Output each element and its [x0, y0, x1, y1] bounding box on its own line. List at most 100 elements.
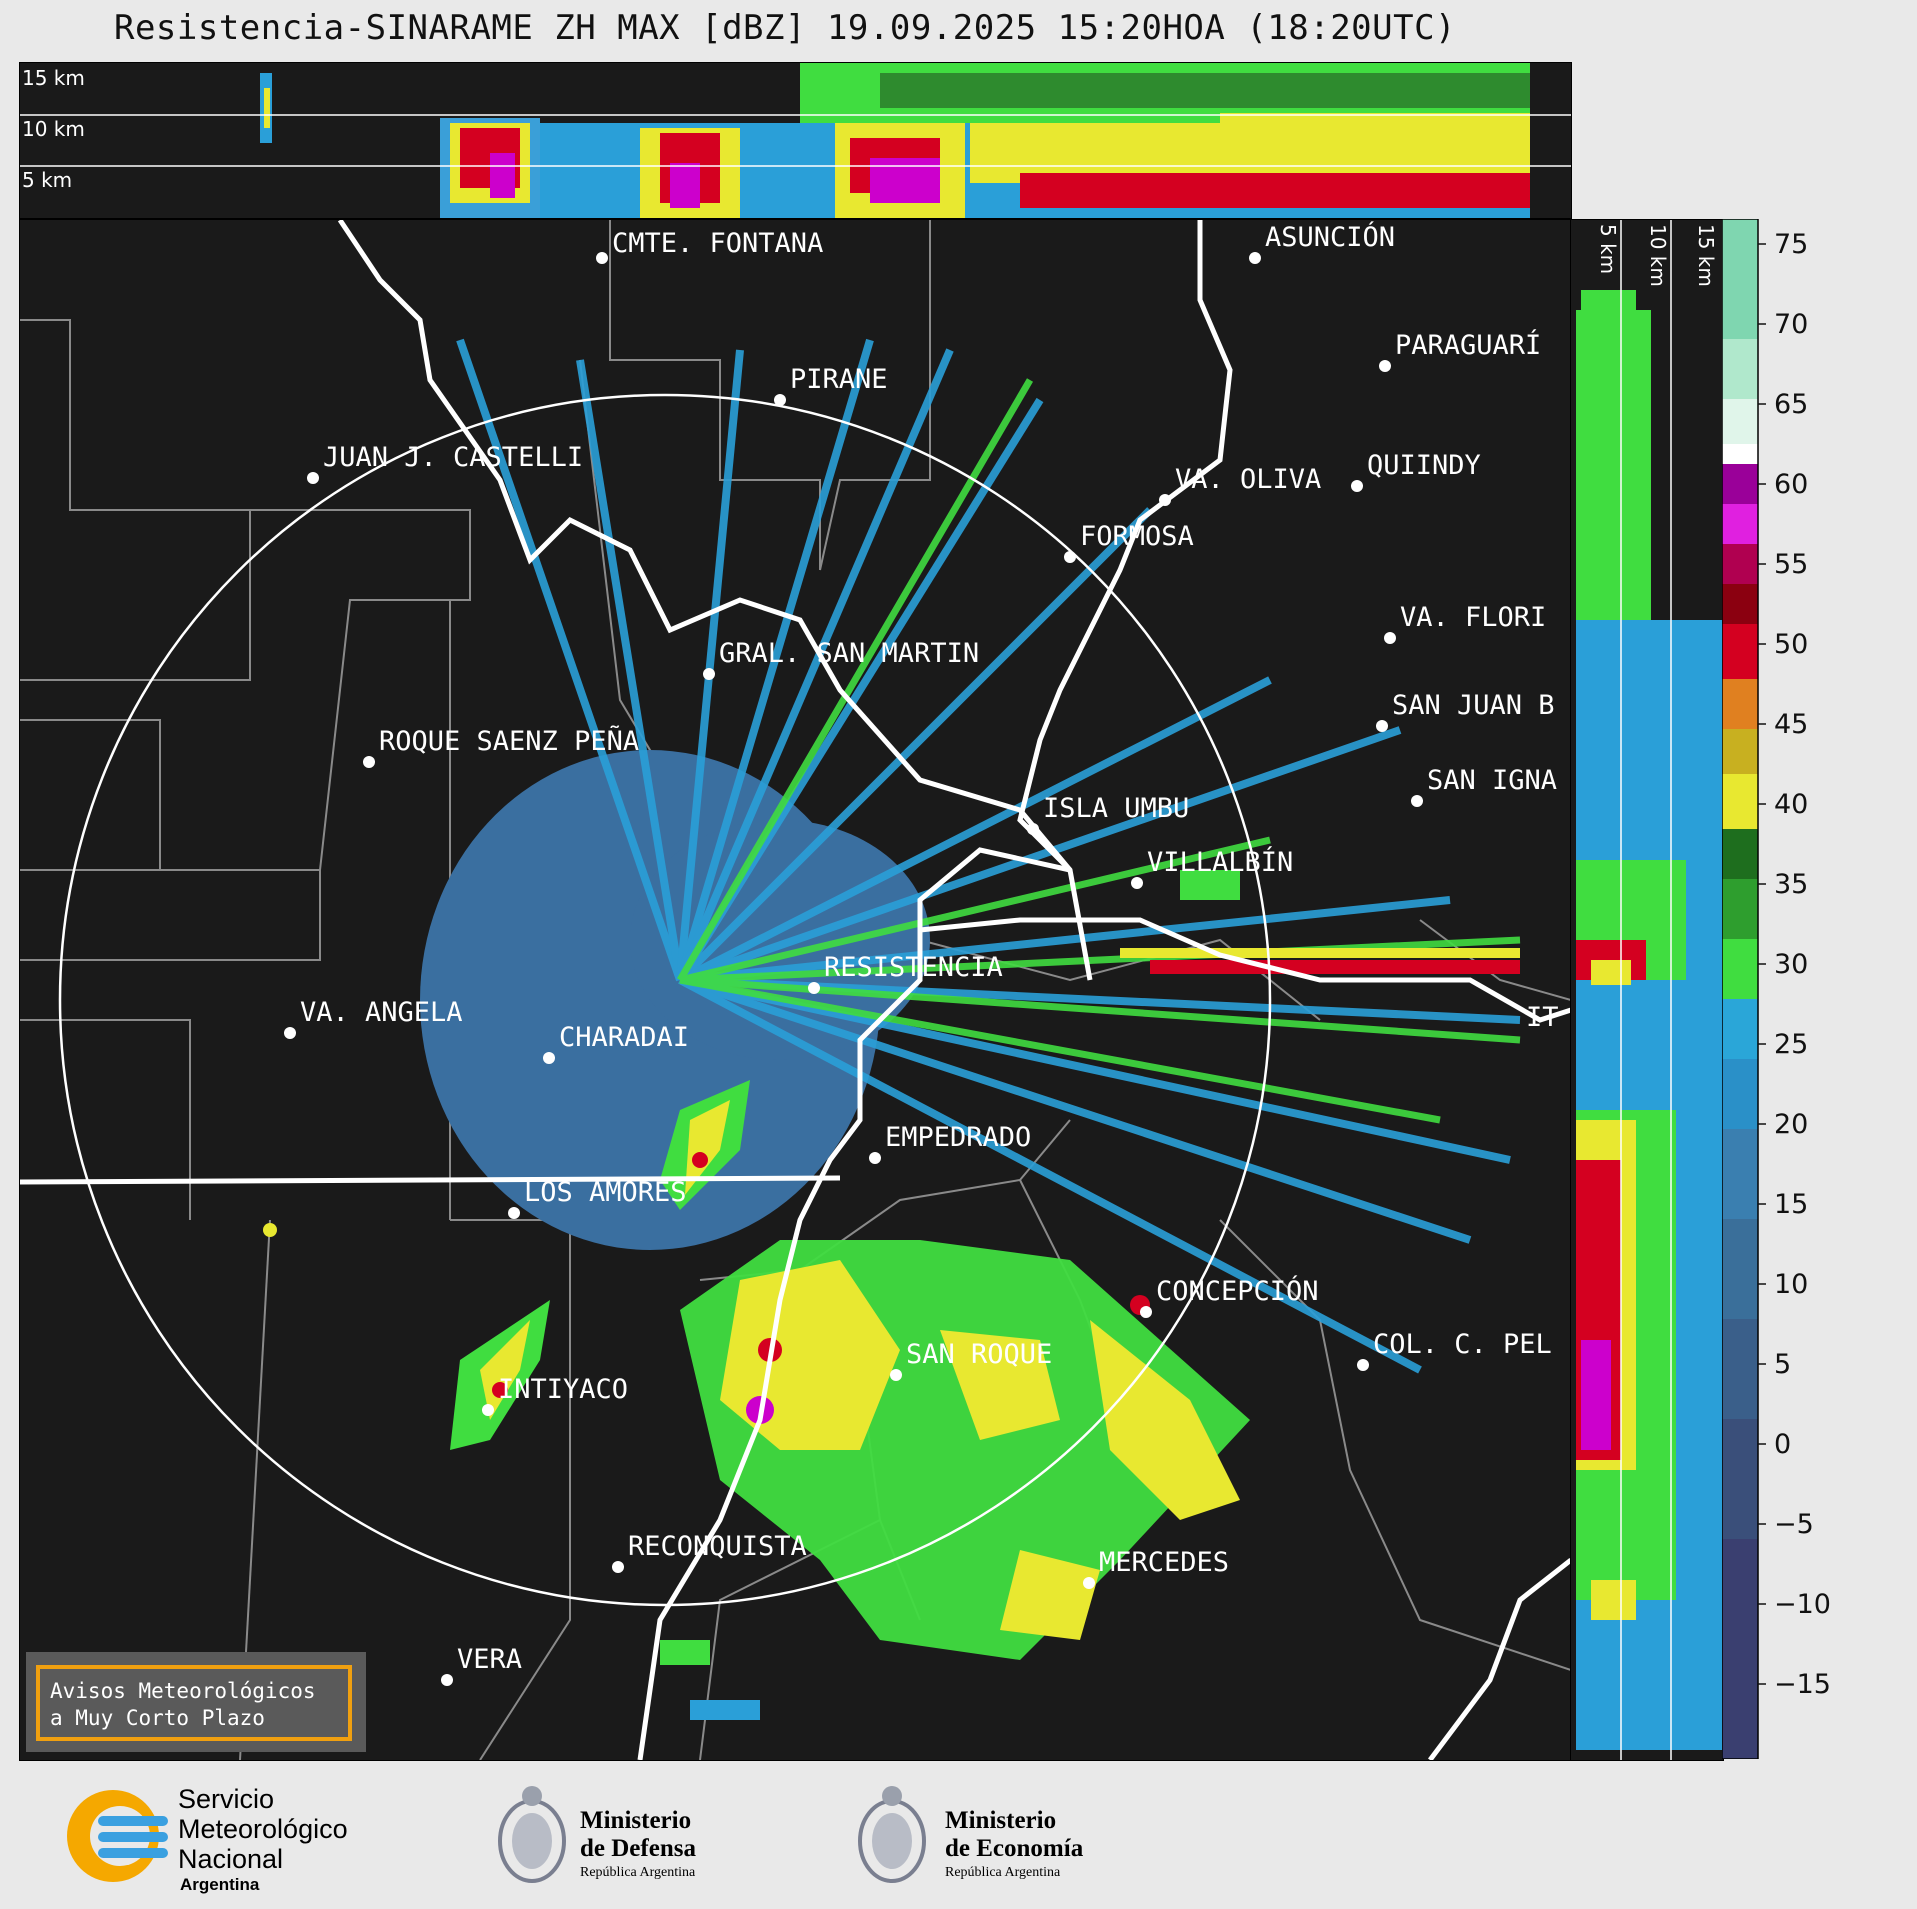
svg-text:VA. OLIVA: VA. OLIVA — [1175, 464, 1321, 495]
city-resistencia: RESISTENCIA — [808, 952, 1003, 994]
svg-text:CMTE. FONTANA: CMTE. FONTANA — [612, 228, 823, 259]
city-reconquista: RECONQUISTA — [612, 1531, 807, 1573]
city-asuncion: ASUNCIÓN — [1249, 221, 1395, 264]
city-intiyaco: INTIYACO — [482, 1374, 628, 1416]
notice-box: Avisos Meteorológicos a Muy Corto Plazo — [26, 1652, 366, 1752]
side-height-label-5: 5 km — [1596, 224, 1620, 274]
svg-text:CHARADAI: CHARADAI — [559, 1022, 689, 1053]
svg-text:30: 30 — [1774, 949, 1808, 980]
cross-section-echoes — [260, 63, 1530, 218]
svg-text:ASUNCIÓN: ASUNCIÓN — [1265, 221, 1395, 253]
city-villalbin: VILLALBÍN — [1131, 846, 1293, 889]
city-charadai: CHARADAI — [543, 1022, 689, 1064]
city-formosa: FORMOSA — [1064, 521, 1194, 563]
svg-text:EMPEDRADO: EMPEDRADO — [885, 1122, 1031, 1153]
city-it: IT — [1526, 1002, 1559, 1033]
city-concepcion: CONCEPCIÓN — [1140, 1275, 1319, 1318]
svg-text:VA. ANGELA: VA. ANGELA — [300, 997, 463, 1028]
svg-text:VILLALBÍN: VILLALBÍN — [1147, 846, 1293, 878]
page-title: Resistencia-SINARAME ZH MAX [dBZ] 19.09.… — [113, 8, 1457, 48]
svg-text:VERA: VERA — [457, 1644, 522, 1675]
city-va-flori: VA. FLORI — [1384, 602, 1546, 644]
svg-text:15: 15 — [1774, 1189, 1808, 1220]
svg-text:ROQUE SAENZ PEÑA: ROQUE SAENZ PEÑA — [379, 725, 639, 757]
city-col-c-pel: COL. C. PEL — [1357, 1329, 1552, 1371]
city-san-juan-b: SAN JUAN B — [1376, 690, 1555, 732]
svg-text:PARAGUARÍ: PARAGUARÍ — [1395, 329, 1541, 361]
defensa-line-1: Ministerio — [580, 1807, 691, 1834]
svg-text:65: 65 — [1774, 389, 1808, 420]
city-isla-umbu: ISLA UMBU — [1027, 793, 1189, 835]
smn-line-1: Servicio — [178, 1784, 274, 1814]
radar-map: CMTE. FONTANA ASUNCIÓN PIRANE PARAGUARÍ … — [19, 219, 1572, 1761]
svg-text:SAN JUAN B: SAN JUAN B — [1392, 690, 1555, 721]
economia-line-1: Ministerio — [945, 1807, 1056, 1834]
svg-text:RECONQUISTA: RECONQUISTA — [628, 1531, 807, 1562]
svg-text:LOS AMORES: LOS AMORES — [524, 1177, 687, 1208]
height-label-15: 15 km — [22, 66, 85, 90]
svg-text:QUIINDY: QUIINDY — [1367, 450, 1481, 481]
smn-line-4: Argentina — [180, 1875, 260, 1894]
svg-text:SAN IGNA: SAN IGNA — [1427, 765, 1557, 796]
svg-text:−5: −5 — [1774, 1509, 1814, 1540]
colorbar-bands — [1722, 219, 1758, 1759]
side-cross-section: 5 km 10 km 15 km — [1570, 219, 1724, 1761]
height-label-10: 10 km — [22, 117, 85, 141]
svg-text:JUAN J. CASTELLI: JUAN J. CASTELLI — [323, 442, 583, 473]
coat-of-arms-icon — [858, 1786, 926, 1883]
svg-text:45: 45 — [1774, 709, 1808, 740]
city-cmte-fontana: CMTE. FONTANA — [596, 228, 823, 264]
notice-line-2: a Muy Corto Plazo — [50, 1706, 265, 1730]
svg-text:FORMOSA: FORMOSA — [1080, 521, 1194, 552]
svg-text:PIRANE: PIRANE — [790, 364, 888, 395]
height-label-5: 5 km — [22, 168, 72, 192]
svg-text:50: 50 — [1774, 629, 1808, 660]
svg-text:IT: IT — [1526, 1002, 1559, 1033]
svg-text:40: 40 — [1774, 789, 1808, 820]
city-mercedes: MERCEDES — [1083, 1547, 1229, 1589]
svg-text:INTIYACO: INTIYACO — [498, 1374, 628, 1405]
colorbar: 75 70 65 60 55 50 45 40 35 30 25 20 15 1… — [1722, 219, 1917, 1759]
city-san-roque: SAN ROQUE — [890, 1339, 1052, 1381]
svg-text:SAN ROQUE: SAN ROQUE — [906, 1339, 1052, 1370]
economia-logo: Ministerio de Economía República Argenti… — [850, 1776, 1130, 1896]
top-cross-section: 15 km 10 km 5 km — [19, 62, 1572, 219]
coat-of-arms-icon — [498, 1786, 566, 1883]
city-vera: VERA — [441, 1644, 522, 1686]
svg-text:RESISTENCIA: RESISTENCIA — [824, 952, 1003, 983]
svg-text:70: 70 — [1774, 309, 1808, 340]
svg-text:CONCEPCIÓN: CONCEPCIÓN — [1156, 1275, 1319, 1307]
svg-text:ISLA UMBU: ISLA UMBU — [1043, 793, 1189, 824]
svg-text:55: 55 — [1774, 549, 1808, 580]
svg-text:35: 35 — [1774, 869, 1808, 900]
city-los-amores: LOS AMORES — [508, 1177, 687, 1219]
svg-text:75: 75 — [1774, 229, 1808, 260]
side-height-label-10: 10 km — [1646, 224, 1670, 287]
svg-text:10: 10 — [1774, 1269, 1808, 1300]
svg-text:COL. C. PEL: COL. C. PEL — [1373, 1329, 1552, 1360]
city-san-igna: SAN IGNA — [1411, 765, 1557, 807]
smn-emblem-icon — [67, 1790, 168, 1882]
smn-logo: Servicio Meteorológico Nacional Argentin… — [58, 1776, 398, 1896]
city-pirane: PIRANE — [774, 364, 888, 406]
smn-line-3: Nacional — [178, 1844, 283, 1874]
defensa-line-3: República Argentina — [580, 1865, 696, 1880]
defensa-logo: Ministerio de Defensa República Argentin… — [490, 1776, 750, 1896]
svg-text:−15: −15 — [1774, 1669, 1831, 1700]
colorbar-ticks: 75 70 65 60 55 50 45 40 35 30 25 20 15 1… — [1758, 229, 1831, 1700]
notice-line-1: Avisos Meteorológicos — [50, 1679, 316, 1703]
city-va-oliva: VA. OLIVA — [1159, 464, 1321, 506]
economia-line-3: República Argentina — [945, 1865, 1061, 1880]
side-echoes — [1576, 290, 1723, 1750]
svg-text:−10: −10 — [1774, 1589, 1831, 1620]
city-va-angela: VA. ANGELA — [284, 997, 463, 1039]
city-labels: CMTE. FONTANA ASUNCIÓN PIRANE PARAGUARÍ … — [284, 221, 1559, 1686]
svg-text:20: 20 — [1774, 1109, 1808, 1140]
city-gral-san-martin: GRAL. SAN MARTIN — [703, 638, 979, 680]
economia-line-2: de Economía — [945, 1835, 1084, 1862]
svg-text:VA. FLORI: VA. FLORI — [1400, 602, 1546, 633]
svg-text:60: 60 — [1774, 469, 1808, 500]
smn-line-2: Meteorológico — [178, 1814, 348, 1844]
svg-text:25: 25 — [1774, 1029, 1808, 1060]
side-height-label-15: 15 km — [1694, 224, 1718, 287]
